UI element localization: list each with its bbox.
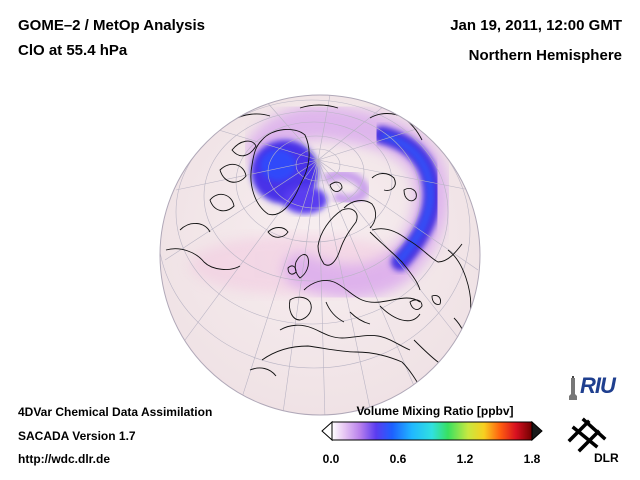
footer-version: SACADA Version 1.7 bbox=[18, 429, 136, 443]
graticule bbox=[160, 95, 479, 415]
colorbar-max-arrow bbox=[531, 420, 543, 442]
colorbar-min-arrow bbox=[321, 420, 333, 442]
colorbar bbox=[321, 420, 543, 442]
colorbar-tick-1: 0.6 bbox=[389, 452, 407, 466]
footer-method: 4DVar Chemical Data Assimilation bbox=[18, 405, 213, 419]
species-label: ClO at 55.4 hPa bbox=[18, 42, 128, 59]
colorbar-gradient bbox=[331, 421, 533, 441]
colorbar-tick-0: 0.0 bbox=[322, 452, 340, 466]
riu-logo-icon bbox=[569, 376, 577, 400]
colorbar-tick-3: 1.8 bbox=[523, 452, 541, 466]
dlr-logo-icon bbox=[567, 417, 607, 453]
riu-logo-text: RIU bbox=[580, 373, 616, 398]
globe-outline bbox=[159, 94, 481, 416]
region-label: Northern Hemisphere bbox=[468, 47, 622, 64]
product-title: GOME–2 / MetOp Analysis bbox=[18, 17, 205, 34]
clo-field bbox=[245, 105, 449, 299]
colorbar-tick-2: 1.2 bbox=[456, 452, 474, 466]
dlr-logo-text: DLR bbox=[594, 451, 619, 465]
legend-title: Volume Mixing Ratio [ppbv] bbox=[356, 404, 514, 418]
datetime-label: Jan 19, 2011, 12:00 GMT bbox=[450, 17, 622, 34]
footer-url[interactable]: http://wdc.dlr.de bbox=[18, 452, 110, 466]
